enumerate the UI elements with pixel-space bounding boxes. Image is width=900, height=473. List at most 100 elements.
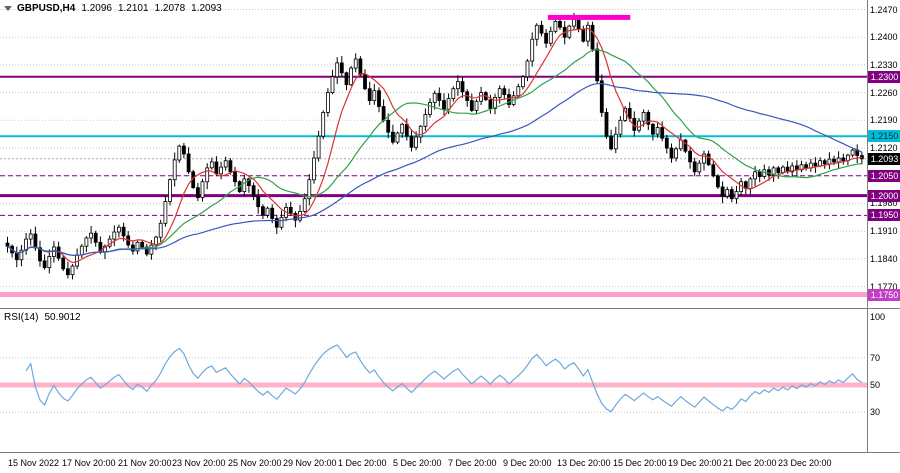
candle-body [93,232,98,243]
candle-body [822,160,827,165]
price-chart-canvas[interactable] [0,0,867,308]
candle-body [242,178,247,192]
candle-body [767,169,771,176]
candle-body [130,244,135,252]
time-axis-label: 23 Dec 20:00 [778,458,832,468]
symbol-dropdown-icon [4,6,12,11]
candle-body [502,88,507,95]
candle-body [186,153,191,173]
candle-body [140,241,145,248]
candle-body [455,81,460,90]
candle-body [158,222,163,238]
time-axis-label: 17 Nov 20:00 [62,458,116,468]
time-axis-label: 9 Dec 20:00 [503,458,552,468]
candle-body [548,30,553,44]
candle-body [89,232,93,239]
candle-body [372,90,377,101]
candle-body [423,114,428,127]
candle-body [233,171,237,183]
candle-body [390,131,395,143]
candle-body [493,97,497,109]
candle-body [33,233,38,249]
candle-body [469,100,474,111]
candle-body [534,24,539,40]
candle-body [177,145,182,161]
candle-body [460,81,465,93]
price-axis-label: 1.2470 [870,5,898,15]
candle-body [790,165,795,173]
time-axis-label: 15 Nov 2022 [8,458,60,468]
candle-body [288,206,293,214]
panel-separator[interactable] [0,308,900,309]
candle-body [609,135,613,150]
price-axis-label: 1.2260 [870,88,898,98]
candle-body [832,158,836,163]
price-axis-label: 1.1770 [870,282,898,292]
candle-body [437,93,442,101]
rsi-50-level-band[interactable] [0,382,867,388]
time-axis-label: 5 Dec 20:00 [393,458,442,468]
candle-body [850,149,855,156]
price-axis-label: 1.2330 [870,60,898,70]
price-axis[interactable]: 1.2470 1.2400 1.2330 1.2260 1.2190 1.2120 1.19… [867,0,900,308]
rsi-indicator-label: RSI(14) [4,312,39,323]
rsi-axis-label: 30 [870,407,881,417]
ma-mid-line [7,49,862,256]
candle-body [702,153,706,164]
rsi-axis[interactable]: 100 70 50 30 [867,309,900,452]
candle-body [246,178,251,186]
candle-body [42,260,47,268]
candle-body [19,249,24,261]
candle-body [395,132,400,143]
candle-body [706,153,711,166]
time-axis-label: 7 Dec 20:00 [448,458,497,468]
candle-body [172,159,177,181]
candle-body [479,92,484,102]
rsi-canvas[interactable] [0,309,867,452]
time-axis[interactable]: 15 Nov 2022 17 Nov 20:00 21 Nov 20:00 23 No… [0,453,900,473]
candle-body [516,86,521,97]
candle-body [664,137,669,149]
candle-body [307,179,312,200]
candle-body [618,119,623,135]
candle-body [377,90,381,107]
candle-body [646,112,651,125]
candle-body [572,18,576,27]
candle-body [200,181,205,198]
candle-body [651,123,655,135]
candle-body [674,148,678,159]
candle-body [813,162,818,167]
time-axis-label: 15 Dec 20:00 [613,458,667,468]
price-axis-label: 1.1910 [870,226,898,236]
rsi-panel[interactable]: RSI(14) 50.9012 100 70 50 30 [0,309,900,452]
candle-body [400,123,405,134]
resistance-marker[interactable] [547,14,631,20]
candle-body [316,135,321,159]
ma-fast-line [7,27,862,264]
candle-body [446,98,451,110]
candle-body [637,120,641,131]
candle-body [488,99,493,109]
candle-body [330,76,335,94]
price-level-badge: 1.2050 [868,170,900,182]
candle-body [604,112,609,137]
candle-body [135,241,140,252]
candle-body [507,94,511,105]
candle-body [349,67,354,86]
candle-body [451,88,456,99]
price-chart-panel[interactable]: GBPUSD,H4 1.2096 1.2101 1.2078 1.2093 1.… [0,0,900,308]
candle-body [590,24,595,50]
candle-body [725,189,730,197]
candle-body [576,18,581,30]
candle-body [70,265,75,276]
candle-body [432,93,437,103]
candle-body [256,195,261,208]
candle-body [567,25,572,38]
price-axis-label: 1.2400 [870,32,898,42]
candle-body [641,112,646,122]
candle-body [414,136,419,148]
candle-body [223,160,228,168]
candle-body [163,201,168,224]
candle-body [729,189,734,200]
candle-body [655,127,660,135]
